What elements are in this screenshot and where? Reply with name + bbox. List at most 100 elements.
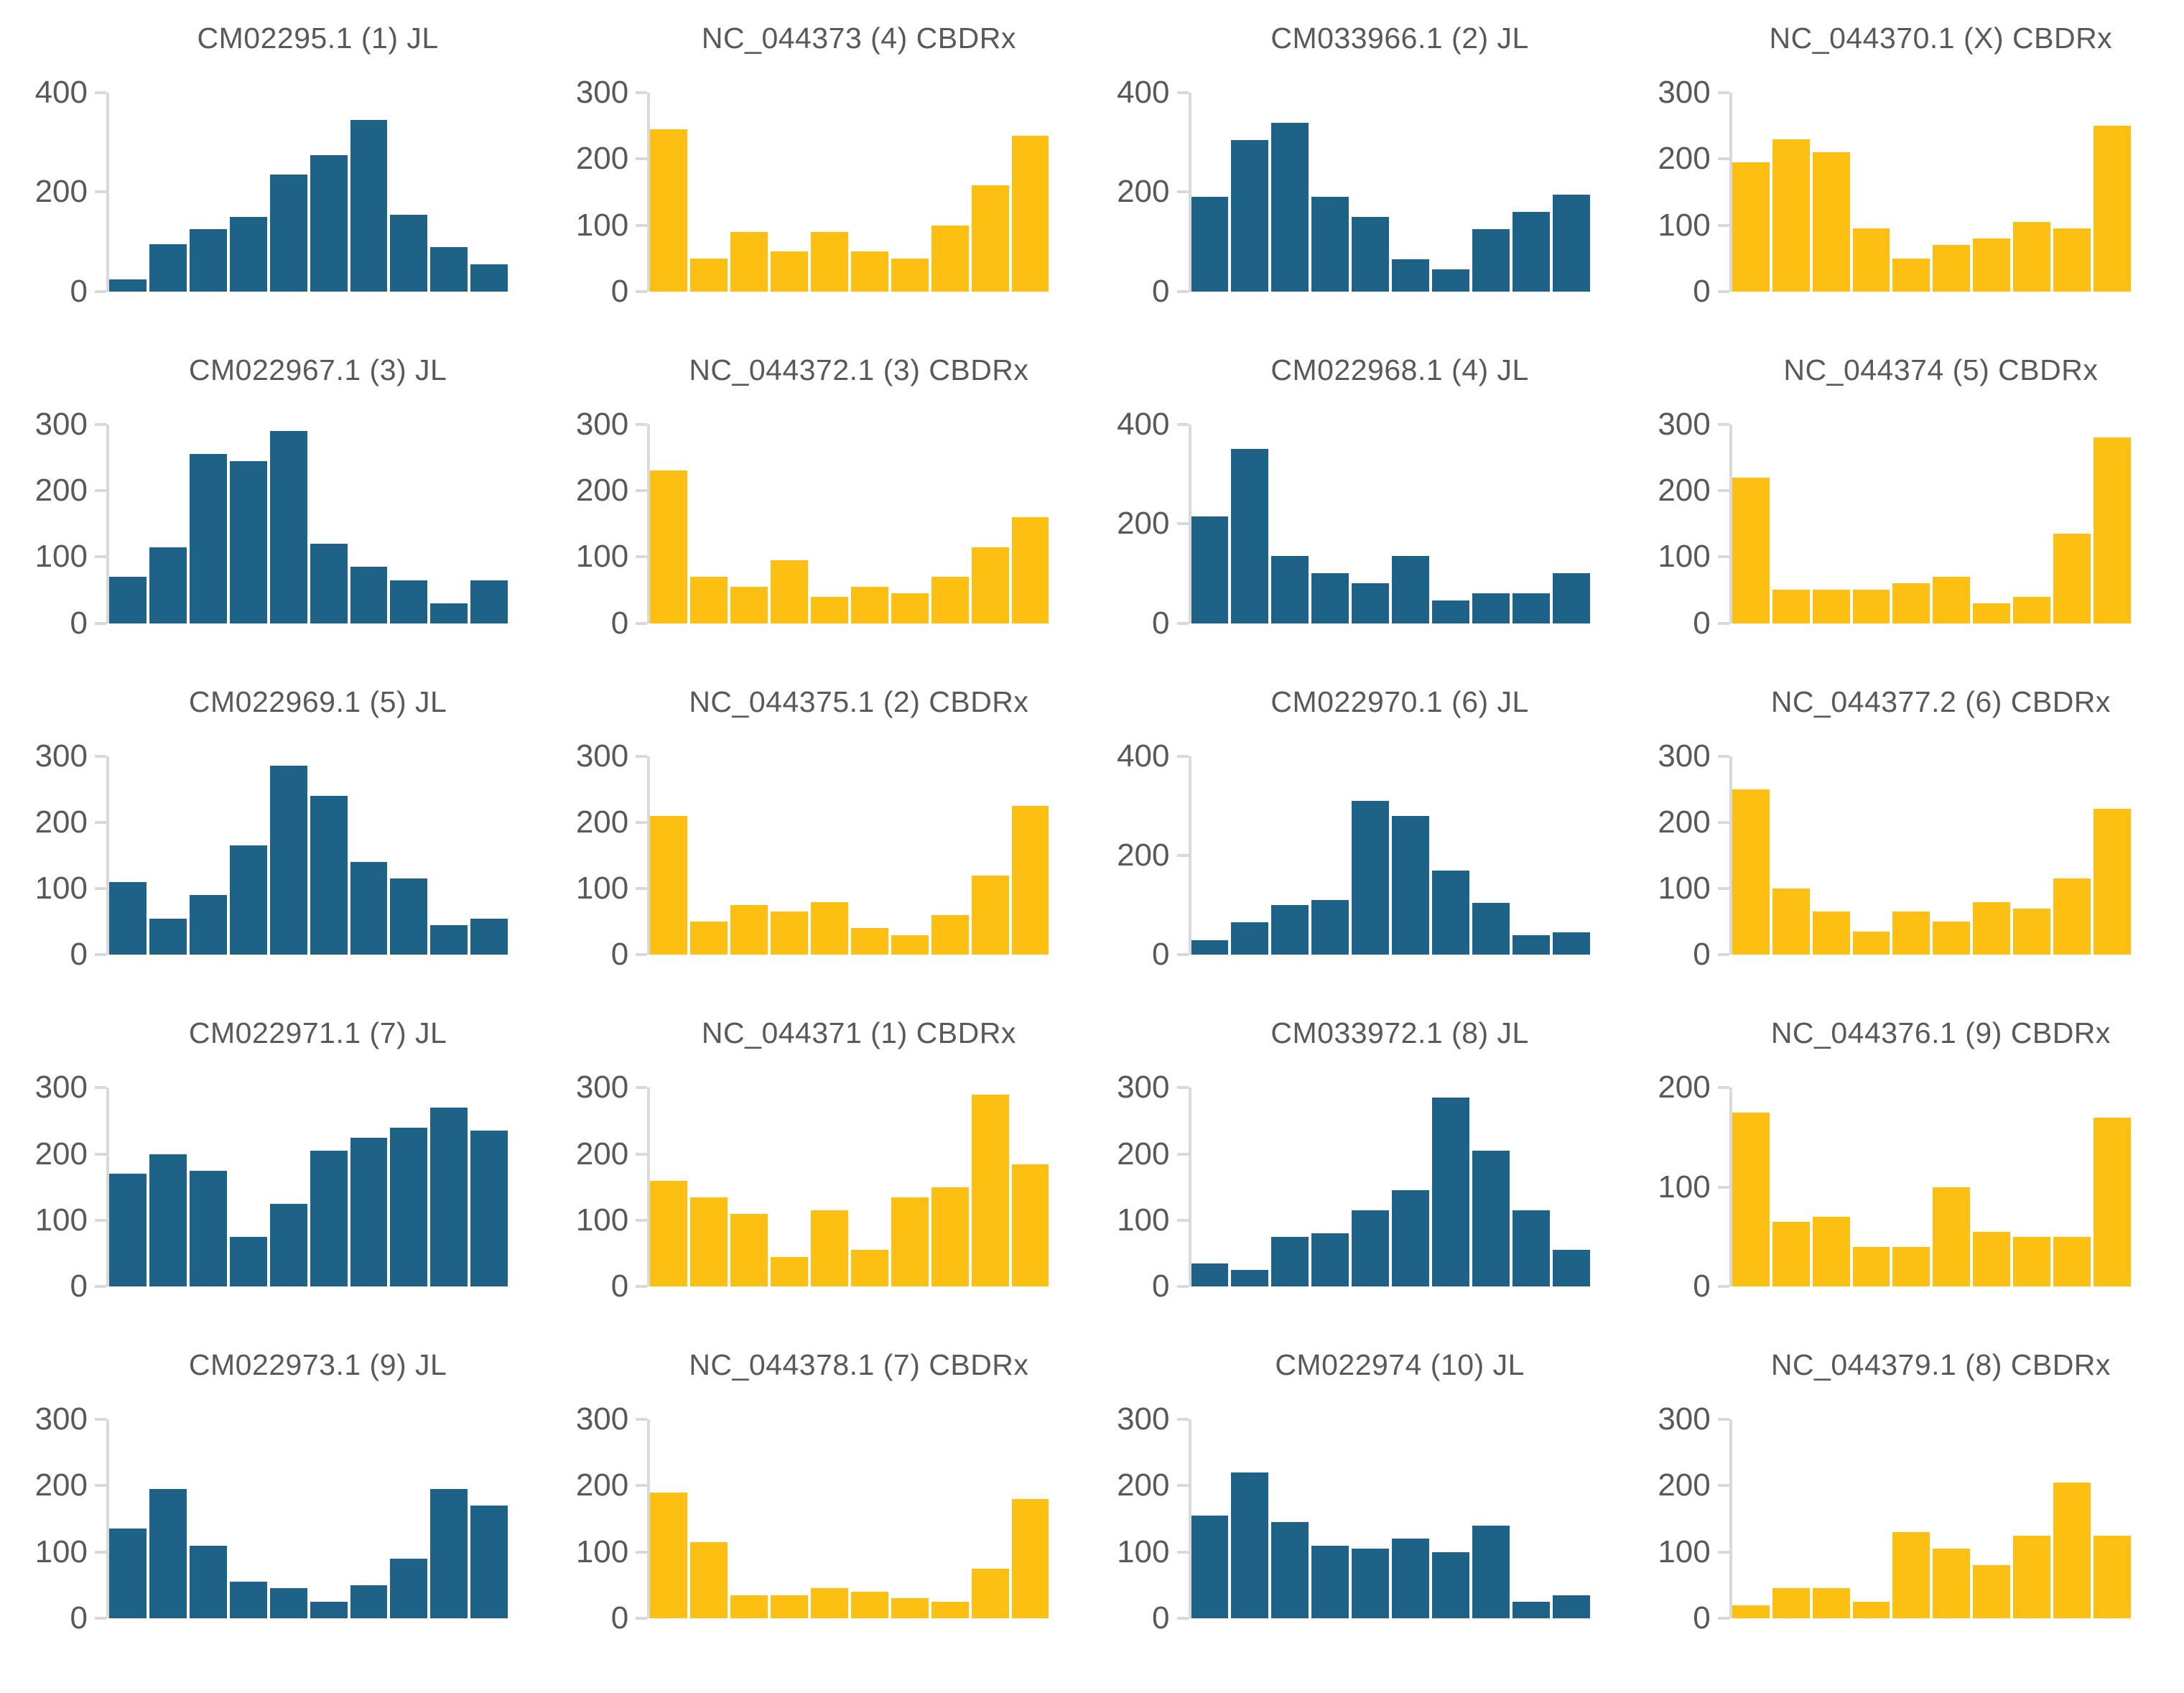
y-tick-label: 200: [34, 473, 88, 509]
y-axis: 0 100 200 300: [558, 1072, 648, 1302]
chart-cell: NC_044373 (4) CBDRx 0 100 200 300: [558, 6, 1073, 338]
y-tick: 200: [1658, 143, 1729, 175]
y-tick: 200: [576, 143, 648, 175]
y-tick-mark: [1176, 754, 1189, 758]
y-tick-label: 0: [1152, 1268, 1170, 1304]
y-tick: 0: [1152, 275, 1189, 307]
chart-title: CM022967.1 (3) JL: [188, 353, 447, 386]
y-tick: 0: [611, 1271, 648, 1302]
y-tick-label: 100: [1658, 1169, 1711, 1205]
y-tick-mark: [95, 91, 106, 94]
y-tick-label: 0: [1693, 1600, 1711, 1636]
bar: [1732, 162, 1770, 292]
y-tick-mark: [1176, 854, 1189, 857]
bar: [730, 905, 768, 955]
chart-cell: NC_044371 (1) CBDRx 0 100 200 300: [558, 1001, 1073, 1332]
y-tick: 200: [35, 1470, 106, 1501]
y-tick: 300: [1117, 1404, 1189, 1435]
bar: [1892, 258, 1930, 292]
bar: [690, 922, 728, 955]
bar: [109, 881, 147, 955]
y-tick-label: 200: [34, 174, 88, 210]
bar: [1933, 577, 1971, 623]
bar: [730, 586, 768, 623]
y-axis: 0 200 400: [1100, 408, 1189, 639]
bar: [810, 596, 848, 623]
y-tick-mark: [95, 555, 106, 559]
bar: [189, 1170, 227, 1287]
y-tick: 0: [70, 607, 106, 639]
y-tick-label: 200: [1658, 1467, 1711, 1503]
bar: [1892, 583, 1930, 623]
y-axis: 0 200 400: [1100, 740, 1189, 970]
y-tick-label: 0: [70, 1268, 88, 1304]
y-tick: 300: [576, 1404, 648, 1435]
bar: [1432, 870, 1469, 955]
y-tick: 300: [576, 408, 648, 440]
y-tick: 100: [576, 1536, 648, 1568]
bar: [350, 567, 388, 623]
bar: [1191, 1263, 1229, 1287]
bar: [1933, 245, 1971, 292]
y-tick-label: 100: [34, 1534, 88, 1569]
y-tick-mark: [1717, 91, 1729, 94]
bar: [310, 543, 348, 623]
bar: [690, 1541, 728, 1618]
bar: [1772, 1588, 1810, 1618]
y-tick: 400: [1117, 77, 1189, 108]
plot: 0 100 200 300: [558, 408, 1049, 639]
bar: [2053, 534, 2091, 623]
y-tick: 200: [35, 806, 106, 838]
y-tick-label: 300: [34, 1401, 88, 1437]
y-tick: 0: [1152, 939, 1189, 970]
y-tick-mark: [1717, 621, 1729, 625]
bar: [1812, 912, 1850, 955]
plot-area: [647, 424, 1049, 623]
bar: [1772, 889, 1810, 955]
plot-area: [647, 93, 1049, 292]
y-tick-mark: [1176, 621, 1189, 625]
bar: [1311, 900, 1349, 955]
y-tick: 300: [35, 1404, 106, 1435]
y-tick: 0: [611, 1602, 648, 1634]
bar: [269, 1203, 307, 1287]
y-tick-mark: [1176, 289, 1189, 293]
y-tick: 300: [1658, 1404, 1729, 1435]
chart-title: CM022973.1 (9) JL: [188, 1348, 447, 1382]
y-tick-mark: [1717, 1086, 1729, 1090]
y-tick-label: 300: [1658, 75, 1711, 110]
bar: [1772, 139, 1810, 292]
y-tick-label: 200: [1117, 174, 1170, 210]
plot-area: [1729, 756, 2131, 955]
chart-cell: NC_044375.1 (2) CBDRx 0 100 200 300: [558, 669, 1073, 1001]
bar: [1472, 229, 1510, 292]
bar: [350, 862, 388, 955]
bar: [891, 258, 929, 292]
plot: 0 100 200 300: [1640, 1404, 2131, 1633]
y-tick-mark: [636, 1218, 648, 1222]
y-tick-label: 300: [34, 406, 88, 442]
bar: [1512, 212, 1550, 292]
bar: [269, 175, 307, 292]
y-axis: 0 100 200 300: [1100, 1072, 1189, 1302]
bar: [1552, 1250, 1590, 1287]
bar: [2053, 228, 2091, 292]
y-tick-mark: [95, 1086, 106, 1090]
bar: [470, 1131, 508, 1287]
y-tick: 100: [576, 541, 648, 572]
y-tick-mark: [1717, 223, 1729, 227]
bar: [430, 1108, 468, 1287]
bar: [2013, 221, 2051, 292]
y-tick-mark: [95, 953, 106, 957]
y-tick-mark: [1176, 190, 1189, 194]
bar: [1352, 800, 1390, 955]
y-tick-mark: [1717, 422, 1729, 426]
y-tick-mark: [95, 1418, 106, 1421]
bar: [1552, 194, 1590, 292]
y-tick-label: 200: [34, 1467, 88, 1503]
y-tick-mark: [636, 754, 648, 758]
plot: 0 100 200 300: [1100, 1072, 1590, 1302]
y-tick-label: 200: [1658, 473, 1711, 509]
bar: [1191, 1515, 1229, 1618]
bar: [310, 1151, 348, 1287]
